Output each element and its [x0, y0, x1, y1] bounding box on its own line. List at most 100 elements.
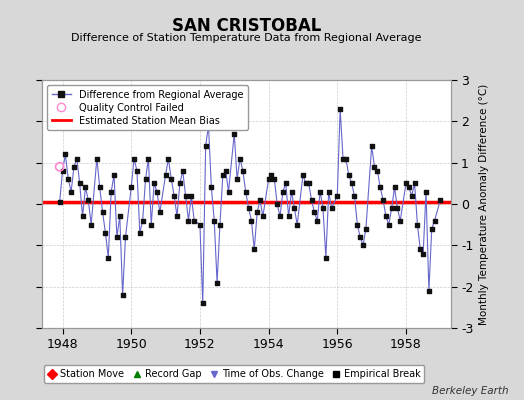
Point [116, 213, 124, 220]
Point [95, 184, 104, 191]
Point [233, 176, 241, 182]
Point [147, 222, 156, 228]
Point [402, 180, 410, 186]
Point [242, 188, 250, 195]
Point [430, 217, 439, 224]
Point [61, 151, 70, 158]
Point [219, 172, 227, 178]
Point [187, 192, 195, 199]
Point [224, 188, 233, 195]
Point [207, 184, 215, 191]
Point [316, 188, 324, 195]
Point [136, 230, 144, 236]
Point [121, 234, 129, 240]
Point [199, 300, 207, 306]
Point [304, 180, 313, 186]
Point [425, 288, 433, 294]
Point [259, 213, 267, 220]
Point [113, 234, 121, 240]
Point [382, 213, 390, 220]
Point [302, 180, 310, 186]
Point [141, 176, 150, 182]
Point [230, 130, 238, 137]
Point [73, 155, 81, 162]
Point [161, 172, 170, 178]
Point [127, 184, 135, 191]
Point [99, 209, 107, 216]
Point [150, 180, 158, 186]
Point [270, 176, 279, 182]
Point [196, 222, 204, 228]
Point [153, 188, 161, 195]
Point [310, 209, 319, 216]
Point [216, 222, 224, 228]
Point [176, 180, 184, 186]
Point [436, 197, 444, 203]
Point [70, 164, 78, 170]
Point [359, 242, 367, 248]
Point [276, 213, 284, 220]
Point [167, 176, 176, 182]
Point [390, 184, 399, 191]
Point [322, 254, 330, 261]
Point [184, 217, 193, 224]
Point [56, 199, 64, 205]
Point [213, 279, 221, 286]
Point [79, 213, 87, 220]
Point [64, 176, 72, 182]
Point [138, 217, 147, 224]
Point [413, 222, 422, 228]
Point [273, 201, 281, 207]
Point [308, 197, 316, 203]
Point [345, 172, 353, 178]
Point [256, 197, 264, 203]
Point [299, 172, 307, 178]
Point [107, 188, 115, 195]
Point [104, 254, 113, 261]
Point [75, 180, 84, 186]
Point [58, 168, 67, 174]
Point [347, 180, 356, 186]
Point [376, 184, 385, 191]
Point [130, 155, 138, 162]
Point [247, 217, 256, 224]
Point [87, 222, 95, 228]
Point [416, 246, 424, 253]
Point [118, 292, 127, 298]
Text: Berkeley Earth: Berkeley Earth [432, 386, 508, 396]
Point [190, 217, 199, 224]
Point [164, 155, 172, 162]
Point [56, 164, 64, 170]
Point [422, 188, 430, 195]
Point [156, 209, 164, 216]
Point [385, 222, 393, 228]
Y-axis label: Monthly Temperature Anomaly Difference (°C): Monthly Temperature Anomaly Difference (… [479, 83, 489, 325]
Point [370, 164, 379, 170]
Point [379, 197, 387, 203]
Point [179, 168, 187, 174]
Point [419, 250, 428, 257]
Point [133, 168, 141, 174]
Point [356, 234, 364, 240]
Point [244, 205, 253, 211]
Point [201, 143, 210, 149]
Point [210, 217, 219, 224]
Point [319, 205, 327, 211]
Point [93, 155, 101, 162]
Point [81, 184, 90, 191]
Point [265, 176, 273, 182]
Point [110, 172, 118, 178]
Point [101, 230, 110, 236]
Point [342, 155, 350, 162]
Point [250, 246, 258, 253]
Point [267, 172, 276, 178]
Point [333, 192, 342, 199]
Point [350, 192, 358, 199]
Point [393, 205, 401, 211]
Point [324, 188, 333, 195]
Point [387, 205, 396, 211]
Point [428, 226, 436, 232]
Legend: Station Move, Record Gap, Time of Obs. Change, Empirical Break: Station Move, Record Gap, Time of Obs. C… [43, 365, 424, 383]
Point [181, 192, 190, 199]
Text: SAN CRISTOBAL: SAN CRISTOBAL [171, 17, 321, 35]
